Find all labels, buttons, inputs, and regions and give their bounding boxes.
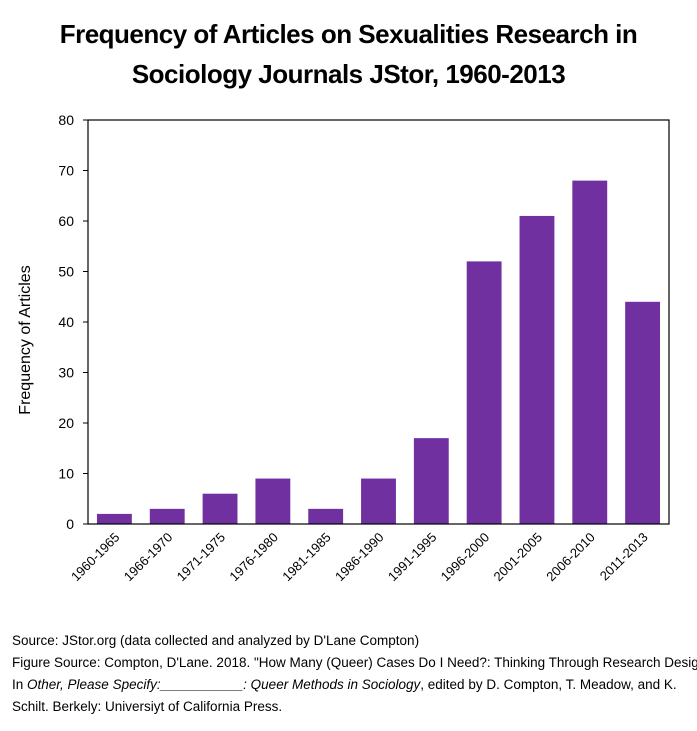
bar-1981-1985 bbox=[308, 508, 344, 524]
x-tick-label: 1971-1975 bbox=[174, 530, 229, 585]
bar-2001-2005 bbox=[519, 215, 555, 524]
x-tick-label: 1986-1990 bbox=[332, 530, 387, 585]
x-tick-label: 2011-2013 bbox=[597, 530, 651, 584]
bar-1966-1970 bbox=[149, 508, 185, 524]
bar-2011-2013 bbox=[625, 301, 661, 524]
publisher-line: Schilt. Berkely: Universiyt of Californi… bbox=[12, 699, 283, 714]
y-tick-label: 30 bbox=[58, 365, 74, 381]
y-tick-label: 60 bbox=[58, 213, 74, 229]
x-tick-label: 1996-2000 bbox=[438, 530, 493, 585]
x-tick-label: 1976-1980 bbox=[226, 530, 281, 585]
y-axis-label: Frequency of Articles bbox=[17, 265, 34, 414]
y-axis-ticks: 0 10 20 30 40 50 60 70 80 bbox=[58, 112, 88, 532]
y-tick-label: 10 bbox=[58, 466, 74, 482]
bars-group bbox=[96, 180, 661, 524]
bar-1986-1990 bbox=[361, 478, 396, 524]
bar-1976-1980 bbox=[255, 478, 291, 524]
bar-1960-1965 bbox=[96, 513, 132, 524]
bar-1996-2000 bbox=[466, 261, 502, 524]
chart-title: Frequency of Articles on Sexualities Res… bbox=[0, 14, 697, 94]
bar-2006-2010 bbox=[572, 180, 608, 524]
citation-line: In Other, Please Specify:___________: Qu… bbox=[12, 674, 692, 696]
y-tick-label: 40 bbox=[58, 314, 74, 330]
book-title: Other, Please Specify:___________: Queer… bbox=[27, 677, 421, 692]
plot-frame bbox=[87, 119, 670, 525]
y-tick-label: 50 bbox=[58, 264, 74, 280]
x-tick-label: 1960-1965 bbox=[68, 530, 123, 585]
figure-source-note: Figure Source: Compton, D'Lane. 2018. "H… bbox=[12, 655, 697, 670]
figure-footer: Source: JStor.org (data collected and an… bbox=[12, 630, 697, 718]
x-tick-label: 1966-1970 bbox=[121, 530, 176, 585]
x-axis-ticks: 1960-19651966-19701971-19751976-19801981… bbox=[68, 530, 651, 585]
x-tick-label: 1981-1985 bbox=[279, 530, 334, 585]
x-tick-label: 1991-1995 bbox=[385, 530, 440, 585]
y-tick-label: 0 bbox=[66, 516, 74, 532]
citation-in: In bbox=[12, 677, 28, 692]
bar-1971-1975 bbox=[202, 493, 238, 524]
bar-chart: 0 10 20 30 40 50 60 70 80 1960-19651966-19701971… bbox=[17, 112, 670, 585]
source-note: Source: JStor.org (data collected and an… bbox=[12, 633, 420, 648]
x-tick-label: 2006-2010 bbox=[543, 530, 598, 585]
chart-title-line-2: Sociology Journals JStor, 1960-2013 bbox=[131, 59, 566, 89]
y-tick-label: 80 bbox=[58, 112, 74, 128]
y-tick-label: 20 bbox=[58, 415, 74, 431]
citation-editors: , edited by D. Compton, T. Meadow, and K… bbox=[420, 677, 677, 692]
bar-1991-1995 bbox=[413, 438, 449, 524]
x-tick-label: 2001-2005 bbox=[491, 530, 546, 585]
y-tick-label: 70 bbox=[58, 163, 74, 179]
chart-title-line-1: Frequency of Articles on Sexualities Res… bbox=[59, 19, 638, 49]
